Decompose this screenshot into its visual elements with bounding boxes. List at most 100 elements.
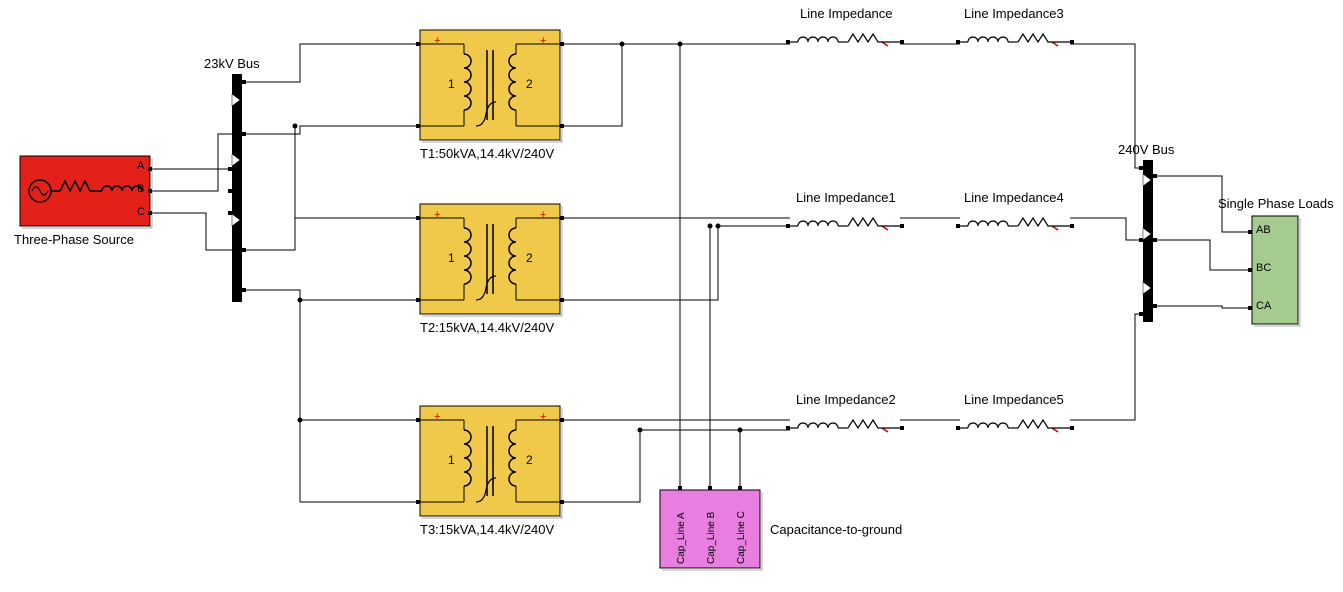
line-impedance-0-block[interactable] xyxy=(786,34,904,46)
three-phase-source-block[interactable] xyxy=(20,156,153,229)
source-port-a: A xyxy=(137,160,144,172)
wires-group xyxy=(150,42,1252,503)
wire xyxy=(300,300,420,420)
port-tick xyxy=(1139,166,1143,170)
line-impedance-3-label: Line Impedance4 xyxy=(964,190,1064,205)
svg-text:+: + xyxy=(540,35,546,47)
port-tick xyxy=(242,248,246,252)
line-impedance-1-block[interactable] xyxy=(956,34,1074,46)
port-tick xyxy=(1248,306,1252,310)
port-tick xyxy=(1153,174,1157,178)
node-dot xyxy=(638,428,643,433)
port-tick xyxy=(560,500,564,504)
port-tick xyxy=(148,189,152,193)
wire xyxy=(1070,218,1143,240)
node-dot xyxy=(298,418,303,423)
port-tick xyxy=(678,486,682,490)
port-tick xyxy=(416,418,420,422)
inductor-icon xyxy=(798,221,838,226)
line-impedance-4-block[interactable] xyxy=(786,420,904,432)
inductor-icon xyxy=(798,423,838,428)
port-tick xyxy=(560,42,564,46)
transformer-2-block[interactable]: ++12 xyxy=(416,204,564,317)
load-port-ca: CA xyxy=(1256,300,1271,312)
port-tick xyxy=(1248,230,1252,234)
port-tick xyxy=(242,132,246,136)
wire xyxy=(560,226,718,300)
svg-text:1: 1 xyxy=(448,453,455,467)
cap-block-label: Capacitance-to-ground xyxy=(770,522,902,537)
source-port-b: B xyxy=(137,183,144,195)
port-tick xyxy=(956,40,960,44)
wire xyxy=(150,213,232,250)
port-tick xyxy=(1139,238,1143,242)
port-tick xyxy=(900,224,904,228)
wire xyxy=(242,290,420,300)
transformer-3-block[interactable]: ++12 xyxy=(416,406,564,519)
transformer-1-block[interactable]: ++12 xyxy=(416,30,564,143)
port-tick xyxy=(786,224,790,228)
bus-23kv-block[interactable] xyxy=(228,74,246,302)
wire xyxy=(242,218,420,250)
transformer-t2-label: T2:15kVA,14.4kV/240V xyxy=(420,320,554,335)
wire xyxy=(1153,240,1252,270)
port-tick xyxy=(560,124,564,128)
resistor-icon xyxy=(1018,34,1052,42)
port-tick xyxy=(1153,238,1157,242)
bus-240v-block[interactable] xyxy=(1139,160,1157,322)
load-port-ab: AB xyxy=(1256,224,1271,236)
port-tick xyxy=(228,167,232,171)
port-tick xyxy=(956,426,960,430)
port-tick xyxy=(560,216,564,220)
port-tick xyxy=(416,124,420,128)
node-dot xyxy=(298,298,303,303)
svg-text:+: + xyxy=(540,411,546,423)
line-impedance-2-block[interactable] xyxy=(786,218,904,230)
line-impedance-2-label: Line Impedance1 xyxy=(796,190,896,205)
port-tick xyxy=(1070,426,1074,430)
svg-text:1: 1 xyxy=(448,77,455,91)
port-tick xyxy=(1070,40,1074,44)
cap-port-b: Cap_Line B xyxy=(706,512,717,564)
cap-port-a: Cap_Line A xyxy=(676,512,687,564)
wire xyxy=(242,44,420,82)
transformer-t1-label: T1:50kVA,14.4kV/240V xyxy=(420,146,554,161)
node-dot xyxy=(716,224,721,229)
port-tick xyxy=(228,189,232,193)
svg-text:+: + xyxy=(434,411,440,423)
resistor-icon xyxy=(848,420,882,428)
port-tick xyxy=(738,486,742,490)
svg-text:1: 1 xyxy=(448,251,455,265)
port-tick xyxy=(786,426,790,430)
cap-port-c: Cap_Line C xyxy=(736,511,747,564)
line-impedance-5-block[interactable] xyxy=(956,420,1074,432)
wire xyxy=(560,44,622,126)
load-block-label: Single Phase Loads xyxy=(1218,196,1334,211)
port-tick xyxy=(786,40,790,44)
svg-text:+: + xyxy=(434,35,440,47)
port-tick xyxy=(242,288,246,292)
node-dot xyxy=(738,428,743,433)
port-tick xyxy=(1153,304,1157,308)
inductor-icon xyxy=(968,221,1008,226)
line-impedance-5-label: Line Impedance5 xyxy=(964,392,1064,407)
port-tick xyxy=(228,211,232,215)
port-tick xyxy=(1070,224,1074,228)
source-port-c: C xyxy=(137,206,145,218)
svg-text:2: 2 xyxy=(526,251,533,265)
inductor-icon xyxy=(968,37,1008,42)
resistor-icon xyxy=(1018,218,1052,226)
port-tick xyxy=(708,486,712,490)
line-impedance-3-block[interactable] xyxy=(956,218,1074,230)
svg-text:+: + xyxy=(434,209,440,221)
port-tick xyxy=(416,298,420,302)
wire xyxy=(560,430,640,502)
line-impedance-0-label: Line Impedance xyxy=(800,6,893,21)
wire xyxy=(150,134,232,191)
port-tick xyxy=(416,216,420,220)
port-tick xyxy=(148,167,152,171)
bus-240v-label: 240V Bus xyxy=(1118,142,1174,157)
load-port-bc: BC xyxy=(1256,262,1271,274)
wire xyxy=(242,126,420,134)
line-impedance-1-label: Line Impedance3 xyxy=(964,6,1064,21)
